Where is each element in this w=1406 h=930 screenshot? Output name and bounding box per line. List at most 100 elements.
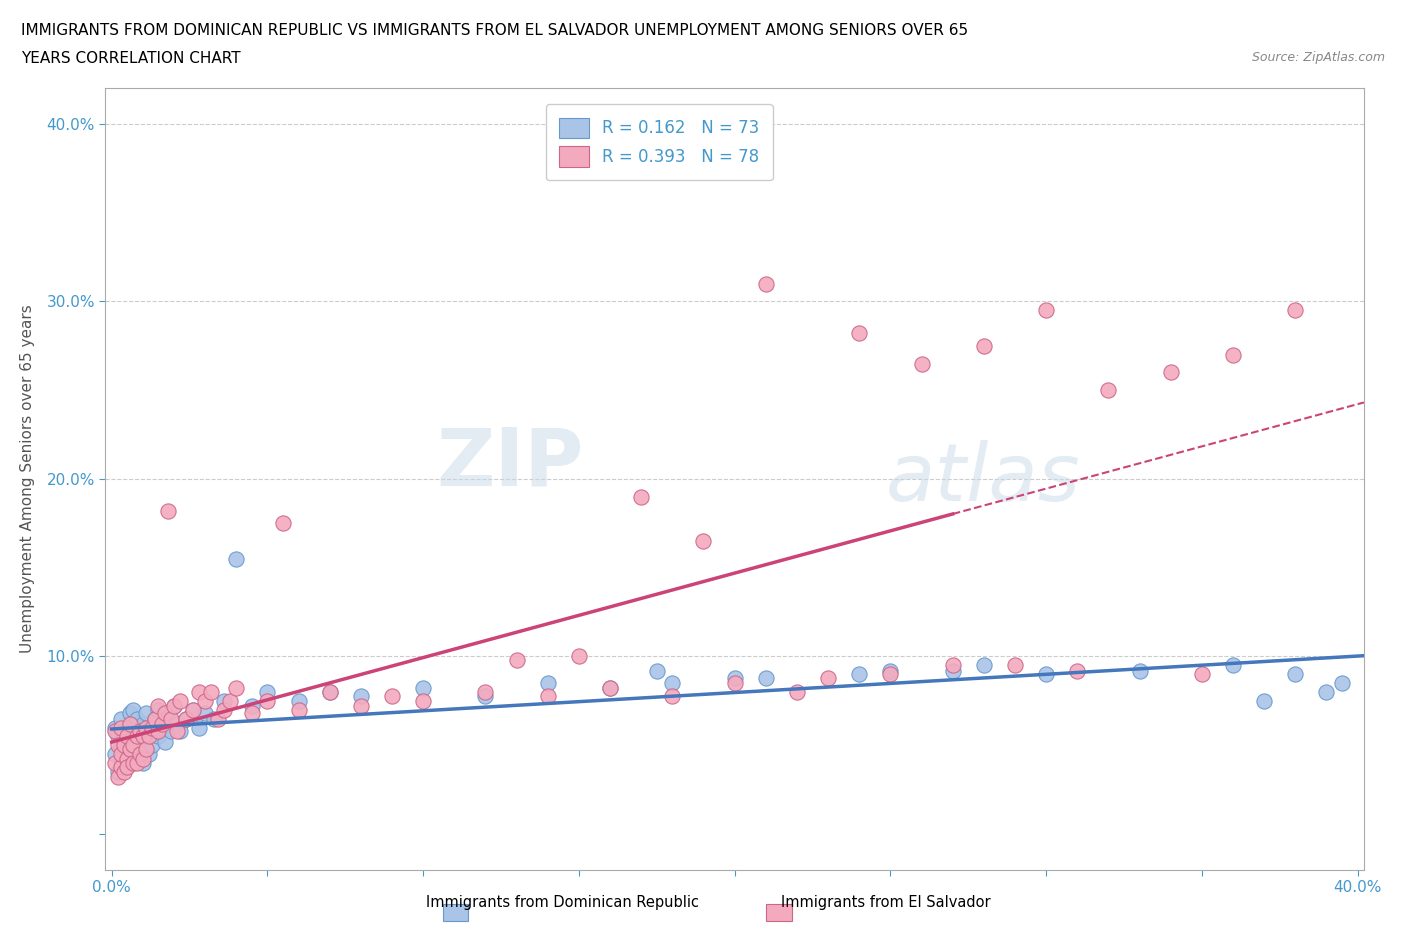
Text: Source: ZipAtlas.com: Source: ZipAtlas.com	[1251, 51, 1385, 64]
Point	[204, 711, 226, 726]
Point	[1035, 667, 1057, 682]
Point	[163, 698, 186, 713]
Point	[256, 684, 278, 699]
Point	[138, 747, 160, 762]
Point	[169, 694, 191, 709]
Point	[319, 684, 342, 699]
Point	[104, 724, 127, 738]
Point	[143, 711, 166, 726]
Point	[112, 737, 135, 752]
Point	[122, 741, 145, 756]
Point	[104, 755, 127, 770]
Point	[1222, 658, 1244, 672]
Point	[163, 698, 186, 713]
Point	[599, 681, 621, 696]
Point	[112, 759, 135, 774]
Point	[1315, 684, 1337, 699]
Point	[132, 729, 155, 744]
Point	[148, 698, 170, 713]
Legend: R = 0.162   N = 73, R = 0.393   N = 78: R = 0.162 N = 73, R = 0.393 N = 78	[546, 104, 773, 180]
Point	[135, 720, 157, 735]
Point	[148, 729, 170, 744]
Point	[125, 752, 148, 767]
Point	[350, 688, 373, 703]
Point	[1097, 383, 1119, 398]
Point	[350, 698, 373, 713]
Point	[110, 720, 132, 735]
Point	[132, 716, 155, 731]
Point	[112, 729, 135, 744]
Point	[879, 663, 901, 678]
Point	[166, 724, 188, 738]
Point	[219, 694, 242, 709]
Point	[187, 684, 209, 699]
Point	[973, 339, 995, 353]
Point	[104, 720, 127, 735]
Point	[110, 747, 132, 762]
Point	[135, 729, 157, 744]
Point	[240, 698, 263, 713]
Point	[107, 729, 129, 744]
Point	[117, 741, 139, 756]
Point	[287, 694, 309, 709]
Point	[117, 755, 139, 770]
Point	[125, 729, 148, 744]
Point	[630, 489, 652, 504]
Point	[848, 667, 870, 682]
Point	[110, 752, 132, 767]
Point	[194, 694, 217, 709]
Point	[132, 752, 155, 767]
Point	[848, 326, 870, 340]
Point	[148, 702, 170, 717]
Point	[181, 702, 204, 717]
Point	[755, 276, 778, 291]
Point	[412, 694, 434, 709]
Point	[122, 755, 145, 770]
Point	[141, 720, 163, 735]
Point	[212, 702, 235, 717]
Point	[240, 706, 263, 721]
Point	[1253, 694, 1275, 709]
Point	[661, 676, 683, 691]
Point	[138, 729, 160, 744]
Point	[942, 663, 965, 678]
Point	[225, 681, 247, 696]
Point	[160, 724, 183, 738]
Point	[132, 755, 155, 770]
Point	[474, 684, 496, 699]
Point	[120, 716, 142, 731]
Point	[128, 724, 150, 738]
Point	[122, 737, 145, 752]
Point	[537, 676, 560, 691]
Point	[271, 516, 294, 531]
Y-axis label: Unemployment Among Seniors over 65 years: Unemployment Among Seniors over 65 years	[21, 305, 35, 653]
Point	[125, 711, 148, 726]
Point	[117, 752, 139, 767]
Point	[200, 684, 222, 699]
Point	[110, 711, 132, 726]
Point	[181, 702, 204, 717]
Point	[122, 702, 145, 717]
Text: Immigrants from El Salvador: Immigrants from El Salvador	[780, 895, 991, 910]
Point	[166, 716, 188, 731]
Point	[599, 681, 621, 696]
Point	[973, 658, 995, 672]
Point	[156, 706, 179, 721]
Point	[132, 741, 155, 756]
Point	[128, 720, 150, 735]
Point	[120, 747, 142, 762]
Point	[117, 759, 139, 774]
Point	[661, 688, 683, 703]
Point	[117, 720, 139, 735]
Point	[1004, 658, 1026, 672]
Point	[141, 720, 163, 735]
Point	[143, 711, 166, 726]
Point	[645, 663, 668, 678]
Point	[120, 741, 142, 756]
Point	[138, 724, 160, 738]
Text: atlas: atlas	[886, 440, 1080, 518]
Point	[150, 716, 173, 731]
Point	[786, 684, 808, 699]
Point	[319, 684, 342, 699]
Point	[135, 706, 157, 721]
